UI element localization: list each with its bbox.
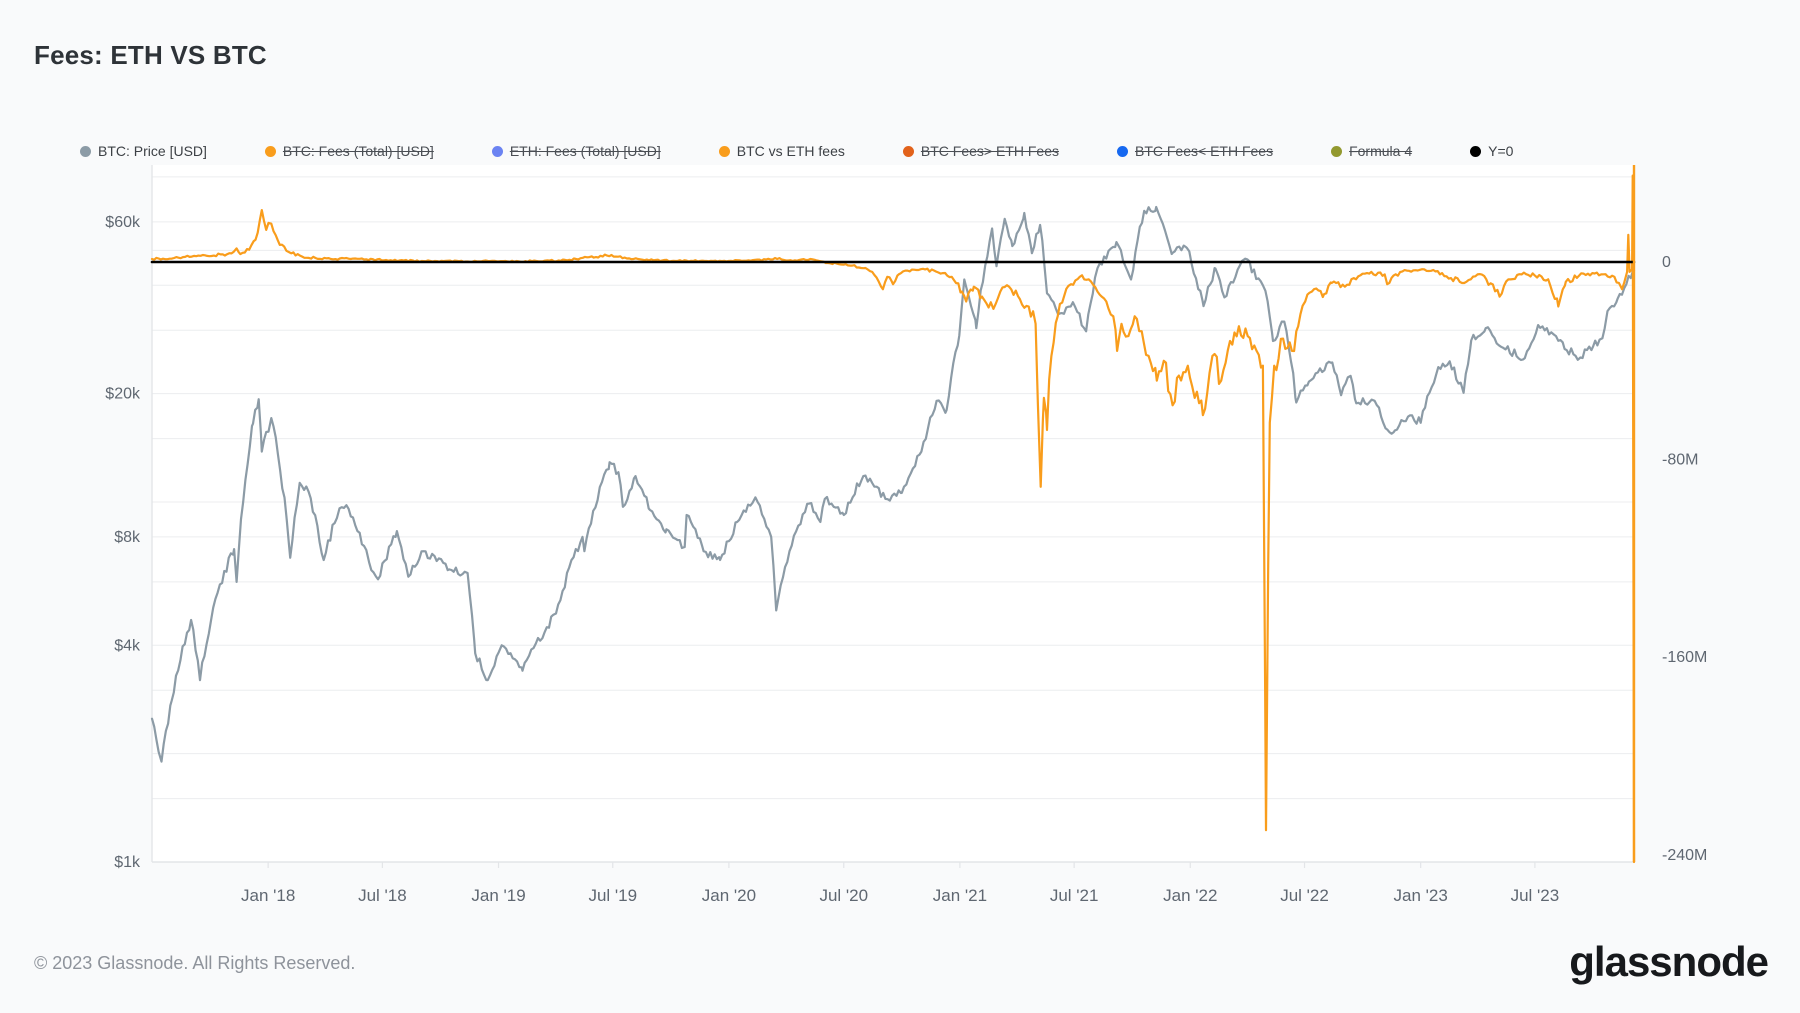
left-axis-label: $20k: [105, 386, 141, 403]
legend-dot: [1470, 145, 1482, 157]
x-axis-label: Jan '21: [933, 886, 987, 905]
legend-item-btc-vs-eth-fees[interactable]: BTC vs ETH fees: [718, 143, 845, 159]
x-axis-label: Jan '18: [241, 886, 295, 905]
legend-item-label: BTC: Fees (Total) [USD]: [282, 143, 434, 159]
x-axis-label: Jul '21: [1050, 886, 1099, 905]
axis-labels: $60k $20k $8k $4k $1k 0 -80M -160M -240M Jan '18 J…: [105, 214, 1707, 905]
right-axis-label: -240M: [1662, 847, 1707, 864]
legend-item-eth-fees-total-usd[interactable]: ETH: Fees (Total) [USD]: [491, 143, 661, 159]
legend-dot: [902, 145, 914, 157]
legend-item-formula-4[interactable]: Formula 4: [1331, 143, 1412, 159]
series-line-btc-vs-eth-fees: [150, 174, 1636, 864]
x-axis-label: Jul '20: [819, 886, 868, 905]
legend-item-label: Formula 4: [1349, 143, 1413, 159]
legend-dot: [80, 145, 91, 157]
x-axis-label: Jan '20: [702, 886, 756, 905]
legend-dot: [264, 145, 276, 157]
x-axis-label: Jul '23: [1511, 886, 1560, 905]
legend-item-btc-fees-total-usd[interactable]: BTC: Fees (Total) [USD]: [264, 143, 434, 159]
legend-item-btc-fees-eth-fees[interactable]: BTC Fees< ETH Fees: [1116, 143, 1274, 159]
legend-dot: [1116, 145, 1128, 157]
legend-item-btc-fees-eth-fees[interactable]: BTC Fees> ETH Fees: [902, 143, 1059, 159]
legend-item-label: BTC: Price [USD]: [98, 143, 207, 159]
legend-item-y-0[interactable]: Y=0: [1470, 143, 1513, 159]
legend-item-btc-price-usd[interactable]: BTC: Price [USD]: [80, 143, 207, 159]
legend-item-label: Y=0: [1488, 143, 1514, 159]
right-axis-label: -80M: [1662, 452, 1698, 469]
left-axis-label: $4k: [114, 637, 141, 654]
chart-legend: BTC: Price [USD] BTC: Fees (Total) [USD] E…: [80, 140, 1513, 162]
x-axis-label: Jan '22: [1163, 886, 1217, 905]
glassnode-logo[interactable]: glassnode: [1569, 938, 1769, 985]
legend-item-label: BTC Fees> ETH Fees: [920, 143, 1059, 159]
x-axis-label: Jul '19: [588, 886, 637, 905]
legend-dot: [718, 145, 730, 157]
page-title: Fees: ETH VS BTC: [34, 40, 267, 70]
x-axis-label: Jul '18: [358, 886, 407, 905]
legend-item-label: BTC Fees< ETH Fees: [1134, 143, 1274, 159]
plot-area: [152, 165, 1634, 862]
x-axis-label: Jan '19: [471, 886, 525, 905]
left-axis-label: $60k: [105, 214, 141, 231]
legend-item-label: ETH: Fees (Total) [USD]: [509, 143, 661, 159]
legend-dot: [491, 145, 503, 157]
copyright-text: © 2023 Glassnode. All Rights Reserved.: [34, 953, 356, 973]
legend-item-label: BTC vs ETH fees: [736, 143, 845, 159]
x-axis-label: Jul '22: [1280, 886, 1329, 905]
right-axis-label: -160M: [1662, 649, 1707, 666]
legend-dot: [1331, 145, 1343, 157]
right-axis-label: 0: [1662, 254, 1671, 271]
x-axis-label: Jan '23: [1394, 886, 1448, 905]
left-axis-label: $8k: [114, 529, 141, 546]
gridlines: [152, 176, 1634, 800]
series-line-btc-price-usd: [150, 205, 1636, 763]
left-axis-label: $1k: [114, 854, 141, 871]
